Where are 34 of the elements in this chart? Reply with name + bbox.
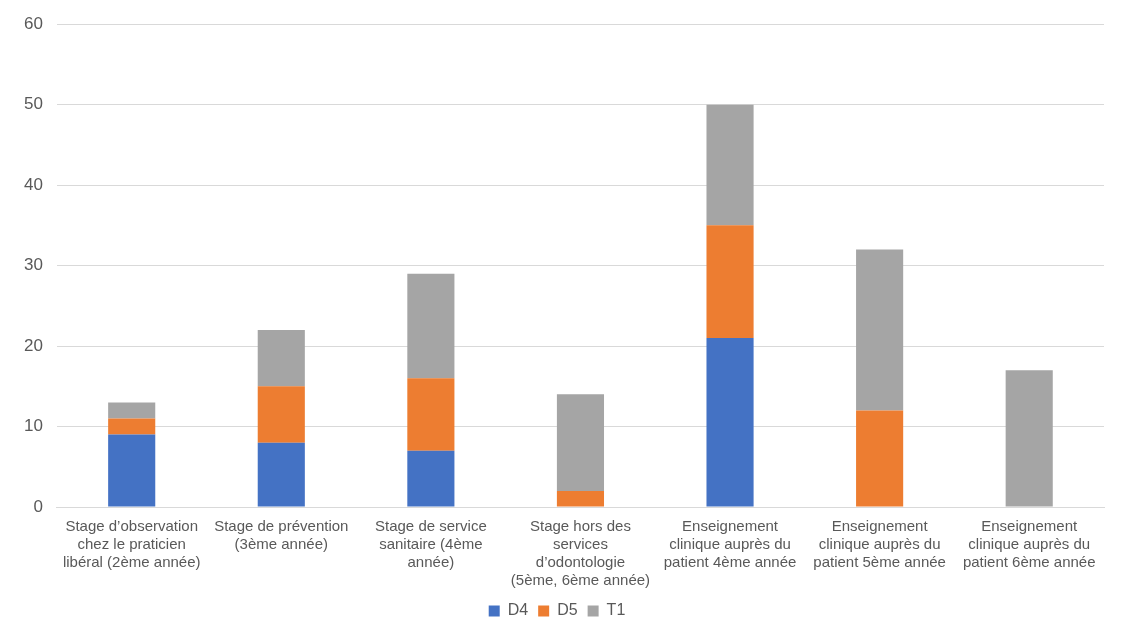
y-tick-label: 30 (23, 255, 43, 275)
legend-label: D5 (557, 601, 578, 619)
bar (257, 386, 305, 443)
bar (706, 225, 754, 339)
x-tick-label: Enseignement clinique auprès du patient 6ème année (962, 517, 1096, 571)
y-tick-label: 40 (23, 174, 43, 194)
bar (706, 104, 754, 226)
bar (1005, 370, 1053, 507)
legend-label: D4 (507, 601, 529, 619)
bar (856, 410, 904, 507)
x-tick-label: Enseignement clinique auprès du patient 5ème année (813, 517, 946, 571)
legend-label: T1 (606, 601, 626, 619)
bar (407, 450, 455, 507)
x-tick-label: Stage hors des services d’odontologie (5ème, 6ème année) (510, 517, 651, 589)
y-tick-label: 20 (23, 335, 43, 355)
x-tick-label: Stage d’observation chez le praticien libéral (2ème année) (62, 517, 201, 571)
bar (108, 434, 156, 507)
y-tick-label: 60 (23, 13, 43, 33)
bar (407, 378, 455, 451)
bar (556, 490, 605, 507)
bar (706, 338, 754, 507)
bar (108, 418, 156, 435)
y-tick-label: 50 (23, 94, 43, 114)
bar (257, 329, 305, 387)
x-tick-label: Stage de prévention (3ème année) (214, 517, 349, 553)
x-tick-label: Stage de service sanitaire (4ème année) (375, 517, 487, 571)
y-tick-label: 10 (23, 416, 43, 436)
bar (108, 402, 156, 419)
bar (556, 394, 605, 491)
bar (257, 442, 305, 507)
bar (407, 273, 455, 379)
y-tick-label: 0 (33, 496, 43, 516)
x-tick-label: Enseignement clinique auprès du patient 4ème année (663, 517, 797, 571)
bar (856, 249, 904, 411)
